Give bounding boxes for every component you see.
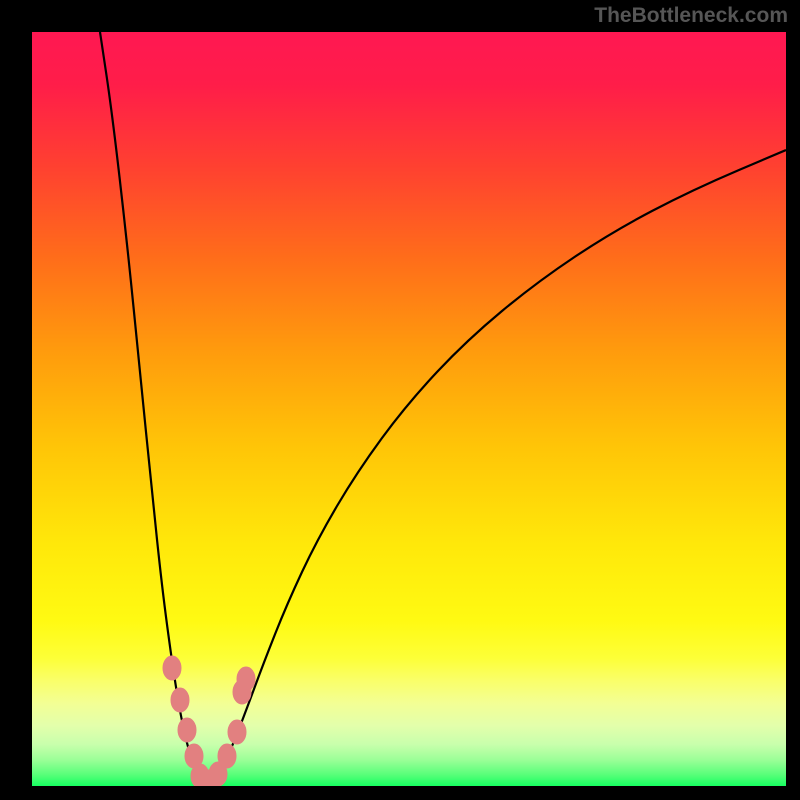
data-marker bbox=[163, 656, 181, 680]
curve-layer bbox=[32, 32, 786, 786]
data-marker bbox=[218, 744, 236, 768]
right-curve bbox=[206, 150, 786, 786]
data-marker bbox=[237, 667, 255, 691]
watermark-text: TheBottleneck.com bbox=[594, 4, 788, 28]
data-marker bbox=[171, 688, 189, 712]
data-marker bbox=[178, 718, 196, 742]
left-curve bbox=[100, 32, 206, 786]
plot-area bbox=[32, 32, 786, 786]
marker-group bbox=[163, 656, 255, 786]
data-marker bbox=[228, 720, 246, 744]
